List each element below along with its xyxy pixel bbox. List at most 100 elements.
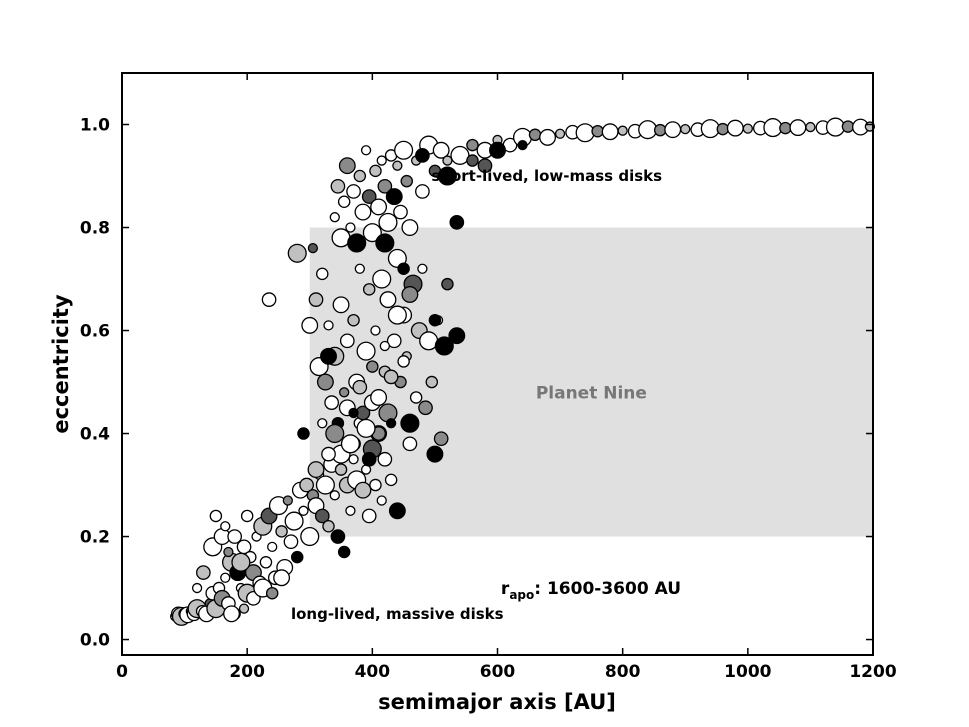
data-point — [664, 121, 682, 139]
data-point — [227, 529, 242, 544]
data-point — [517, 139, 528, 151]
data-point — [191, 582, 203, 594]
data-point — [316, 267, 329, 281]
data-point — [259, 556, 273, 569]
data-point — [339, 333, 355, 349]
data-point — [591, 124, 604, 138]
data-point — [434, 336, 454, 356]
data-point — [314, 508, 330, 524]
data-point — [356, 341, 376, 361]
data-point — [700, 119, 720, 139]
data-point — [377, 451, 393, 467]
data-point — [366, 360, 379, 373]
data-point — [377, 178, 393, 194]
data-point — [347, 233, 367, 253]
data-point — [528, 128, 542, 142]
data-point — [388, 502, 406, 520]
data-point — [477, 158, 493, 174]
x-tick-label: 200 — [229, 662, 265, 682]
y-tick-label: 0.2 — [80, 528, 110, 548]
data-point — [554, 128, 566, 139]
data-point — [418, 400, 433, 416]
data-point — [726, 119, 744, 137]
rapo-suffix: : 1600-3600 AU — [534, 579, 681, 599]
data-point — [617, 125, 628, 136]
data-point — [308, 292, 324, 307]
data-point — [466, 154, 479, 167]
data-point — [345, 222, 356, 233]
data-point — [379, 340, 391, 352]
data-point — [356, 418, 376, 438]
data-point — [340, 434, 360, 454]
data-point — [575, 123, 595, 143]
data-point — [742, 123, 753, 134]
data-point — [300, 526, 320, 547]
data-point — [397, 262, 410, 275]
data-point — [361, 189, 377, 204]
data-point — [680, 123, 691, 135]
data-point — [638, 120, 658, 140]
data-point — [354, 203, 372, 221]
data-point — [348, 454, 359, 465]
data-point — [372, 269, 392, 289]
x-ticks: 0 200 400 600 800 1000 1200 — [116, 73, 897, 682]
data-point — [400, 174, 414, 188]
x-tick-label: 0 — [116, 662, 128, 682]
x-tick-label: 1200 — [849, 662, 896, 682]
data-point — [402, 436, 418, 452]
data-point — [394, 140, 414, 160]
data-point — [392, 160, 403, 171]
data-point — [282, 495, 293, 506]
data-point — [283, 534, 299, 550]
data-point — [361, 508, 377, 524]
data-point — [320, 347, 337, 365]
data-point — [716, 122, 730, 136]
data-point — [370, 198, 388, 216]
data-point — [387, 305, 407, 325]
region-label: Planet Nine — [536, 383, 647, 403]
data-point — [238, 603, 250, 614]
data-point — [401, 219, 419, 236]
data-point — [379, 291, 397, 309]
annotation-short-lived: short-lived, low-mass disks — [431, 167, 662, 185]
data-point — [209, 509, 223, 523]
data-point — [223, 546, 234, 558]
data-point — [841, 120, 855, 133]
data-point — [322, 519, 335, 533]
data-point — [400, 413, 420, 433]
data-point — [789, 119, 807, 137]
data-point — [315, 475, 335, 495]
data-point — [409, 391, 423, 404]
data-point — [321, 446, 336, 462]
data-point — [301, 316, 319, 334]
data-point — [345, 505, 356, 516]
data-point — [339, 387, 350, 398]
data-point — [393, 204, 408, 220]
data-point — [383, 369, 399, 385]
data-point — [324, 395, 340, 410]
data-point — [385, 418, 397, 429]
data-point — [240, 509, 254, 523]
data-point — [361, 451, 377, 467]
data-point — [347, 313, 360, 327]
data-point — [779, 121, 792, 135]
data-point — [290, 550, 304, 564]
data-point — [307, 242, 319, 254]
x-axis-label: semimajor axis [AU] — [378, 690, 616, 714]
data-point — [415, 184, 430, 199]
data-point — [196, 565, 211, 580]
data-point — [370, 389, 388, 406]
data-point — [425, 375, 439, 389]
data-point — [763, 118, 783, 138]
data-point — [307, 461, 325, 479]
data-point — [376, 495, 387, 506]
data-point — [275, 525, 288, 538]
data-point — [360, 145, 372, 156]
annotation-long-lived: long-lived, massive disks — [291, 605, 504, 623]
data-point — [432, 141, 450, 159]
data-point — [384, 473, 398, 487]
data-point — [354, 263, 365, 274]
data-point — [346, 184, 361, 199]
y-tick-label: 0.4 — [80, 425, 110, 445]
